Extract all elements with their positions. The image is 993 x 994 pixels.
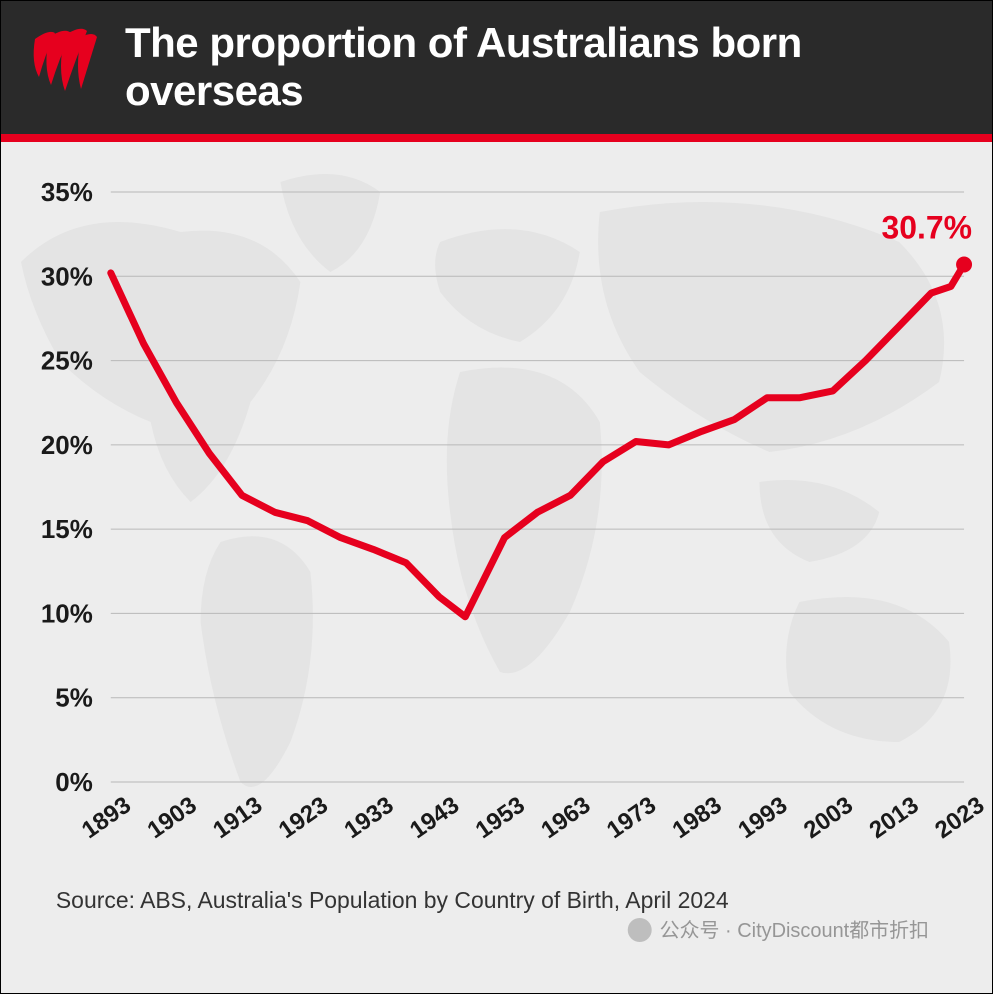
- x-tick-label: 1983: [668, 791, 727, 844]
- wechat-logo-icon: [628, 918, 652, 942]
- sbs-logo-icon: [31, 27, 97, 107]
- x-tick-label: 1913: [208, 791, 267, 844]
- x-tick-label: 2003: [799, 791, 858, 844]
- end-marker: [956, 256, 972, 272]
- data-line: [111, 264, 964, 616]
- x-tick-label: 1893: [77, 791, 136, 844]
- accent-bar: [1, 134, 992, 142]
- line-chart-svg: 0%5%10%15%20%25%30%35% 18931903191319231…: [1, 142, 992, 952]
- y-tick-label: 15%: [41, 514, 93, 544]
- y-tick-label: 5%: [55, 682, 93, 712]
- x-tick-label: 1933: [339, 791, 398, 844]
- header-bar: The proportion of Australians born overs…: [1, 1, 992, 134]
- x-tick-label: 2013: [865, 791, 924, 844]
- y-axis-ticks: 0% 5% 10% 15% 20% 25% 30% 35%: [41, 177, 93, 797]
- y-tick-label: 0%: [55, 767, 93, 797]
- chart-title: The proportion of Australians born overs…: [125, 19, 962, 116]
- x-tick-label: 1993: [733, 791, 792, 844]
- x-tick-label: 2023: [930, 791, 989, 844]
- y-tick-label: 20%: [41, 429, 93, 459]
- x-tick-label: 1963: [536, 791, 595, 844]
- callout-value: 30.7%: [882, 209, 973, 245]
- x-axis-ticks: 1893190319131923193319431953196319731983…: [77, 791, 989, 844]
- source-text: Source: ABS, Australia's Population by C…: [56, 887, 729, 913]
- y-tick-label: 35%: [41, 177, 93, 207]
- chart-card: The proportion of Australians born overs…: [0, 0, 993, 994]
- x-tick-label: 1953: [471, 791, 530, 844]
- y-tick-label: 25%: [41, 345, 93, 375]
- x-tick-label: 1973: [602, 791, 661, 844]
- x-tick-label: 1903: [143, 791, 202, 844]
- x-tick-label: 1923: [274, 791, 333, 844]
- y-tick-label: 30%: [41, 261, 93, 291]
- watermark: 公众号 · CityDiscount都市折扣: [628, 918, 929, 942]
- y-tick-label: 10%: [41, 598, 93, 628]
- watermark-text: 公众号 · CityDiscount都市折扣: [660, 919, 929, 942]
- x-tick-label: 1943: [405, 791, 464, 844]
- chart-area: 0%5%10%15%20%25%30%35% 18931903191319231…: [1, 142, 992, 952]
